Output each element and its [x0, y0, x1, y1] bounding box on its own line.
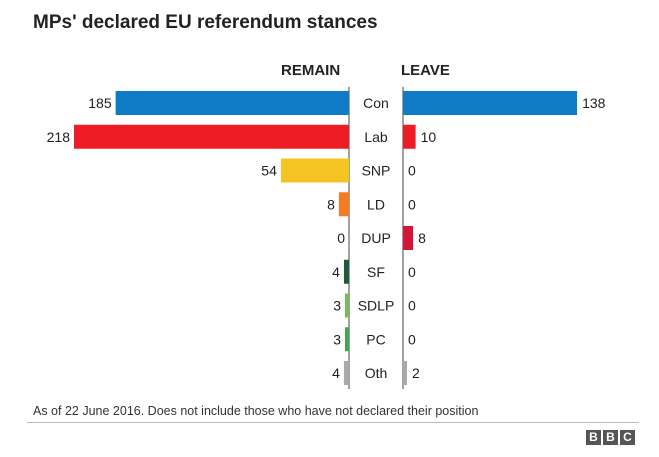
party-label-pc: PC: [366, 331, 385, 347]
remain-value-dup: 0: [337, 230, 345, 246]
remain-bar-pc: [345, 327, 349, 352]
remain-value-pc: 3: [333, 331, 341, 347]
leave-value-sdlp: 0: [408, 298, 416, 314]
leave-bar-dup: [403, 226, 414, 250]
bbc-logo: B B C: [586, 430, 635, 445]
party-label-oth: Oth: [365, 365, 388, 381]
remain-value-sdlp: 3: [333, 298, 341, 314]
party-label-snp: SNP: [362, 163, 391, 179]
leave-value-lab: 10: [421, 129, 437, 145]
remain-bar-lab: [74, 124, 349, 149]
leave-value-con: 138: [582, 95, 606, 111]
party-label-lab: Lab: [364, 129, 388, 145]
party-label-con: Con: [363, 95, 389, 111]
leave-value-snp: 0: [408, 163, 416, 179]
leave-value-pc: 0: [408, 331, 416, 347]
remain-value-snp: 54: [261, 163, 277, 179]
remain-bar-ld: [338, 192, 349, 217]
diverging-bar-chart: 185 138 Con 218 10 Lab 54 0 SNP 8 0 LD 0 8 DUP 4 0 SF 3 0 SD…: [47, 87, 606, 389]
leave-value-oth: 2: [412, 365, 420, 381]
remain-bar-snp: [280, 158, 349, 183]
leave-header: LEAVE: [401, 62, 450, 79]
remain-value-ld: 8: [327, 196, 335, 212]
party-label-dup: DUP: [361, 230, 391, 246]
leave-value-dup: 8: [418, 230, 426, 246]
leave-bar-con: [403, 91, 578, 115]
remain-header: REMAIN: [281, 62, 341, 79]
party-label-sdlp: SDLP: [358, 298, 395, 314]
logo-letter-b1: B: [586, 430, 601, 445]
remain-value-lab: 218: [47, 129, 71, 145]
remain-bar-oth: [343, 361, 349, 385]
remain-bar-sdlp: [345, 293, 349, 318]
party-label-ld: LD: [367, 196, 385, 212]
logo-letter-b2: B: [603, 430, 618, 445]
leave-value-ld: 0: [408, 196, 416, 212]
remain-value-con: 185: [88, 95, 112, 111]
remain-value-oth: 4: [332, 365, 340, 381]
remain-value-sf: 4: [332, 264, 340, 280]
leave-bar-lab: [403, 124, 416, 149]
logo-letter-c: C: [620, 430, 635, 445]
footer-divider: [27, 422, 639, 423]
footnote: As of 22 June 2016. Does not include tho…: [33, 404, 479, 418]
remain-bar-con: [115, 91, 349, 115]
leave-value-sf: 0: [408, 264, 416, 280]
remain-bar-sf: [343, 259, 349, 284]
leave-bar-oth: [403, 361, 407, 385]
chart-title: MPs' declared EU referendum stances: [33, 12, 378, 33]
party-label-sf: SF: [367, 264, 385, 280]
